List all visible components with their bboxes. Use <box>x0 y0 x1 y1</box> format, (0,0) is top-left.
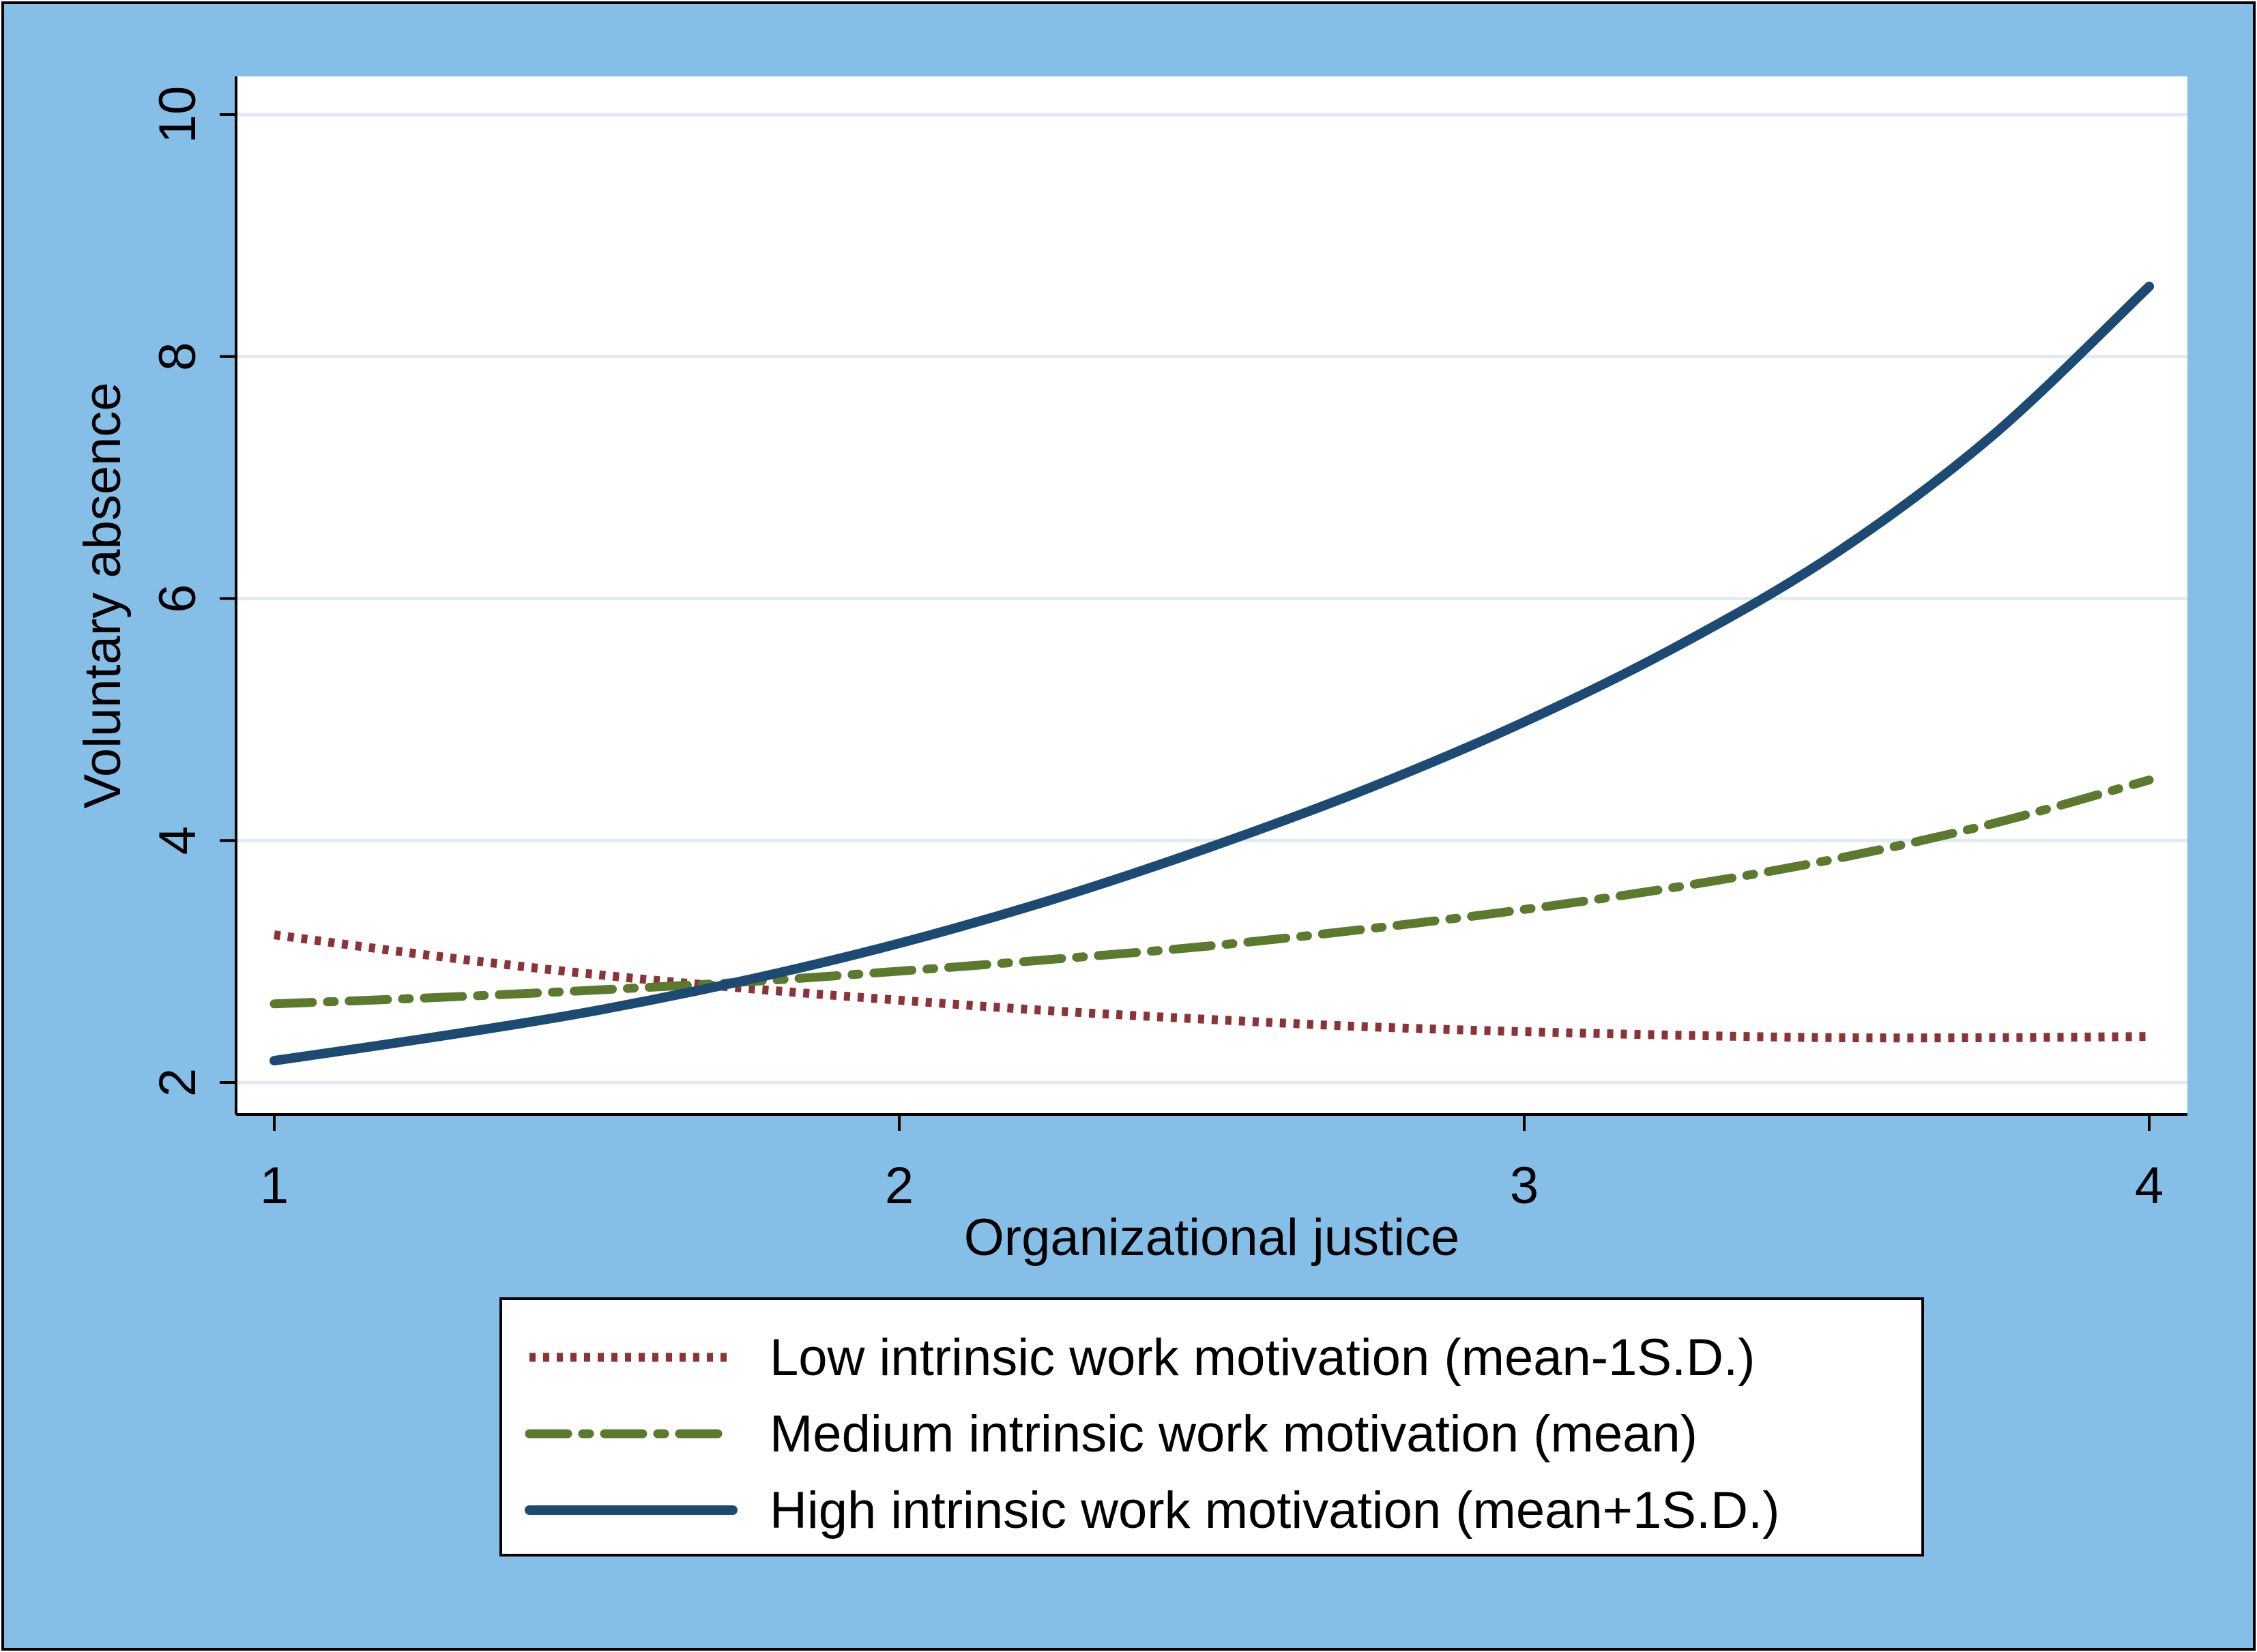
legend-label-3: High intrinsic work motivation (mean+1S.… <box>770 1481 1779 1539</box>
legend-box <box>499 1297 1924 1557</box>
axes <box>235 76 2187 1116</box>
x-tick-label: 3 <box>1510 1157 1539 1215</box>
y-tick-label: 8 <box>149 342 207 371</box>
plot-area <box>236 76 2187 1115</box>
x-tick-label: 1 <box>260 1157 289 1215</box>
y-axis-label: Voluntary absence <box>74 382 132 808</box>
series-line-1 <box>274 930 2150 1043</box>
y-ticks: 2 4 6 8 10 <box>149 86 236 1097</box>
y-tick-label: 6 <box>149 584 207 613</box>
y-tick-label: 2 <box>149 1068 207 1097</box>
y-tick-label: 10 <box>149 86 207 144</box>
series-lines <box>270 281 2154 1066</box>
series-line-2 <box>270 776 2154 1009</box>
grid-lines <box>236 113 2187 1085</box>
x-tick-label: 4 <box>2135 1157 2164 1215</box>
legend-label-1: Low intrinsic work motivation (mean-1S.D… <box>770 1329 1755 1387</box>
series-line-3 <box>270 281 2154 1066</box>
legend-label-2: Medium intrinsic work motivation (mean) <box>770 1405 1698 1463</box>
y-tick-label: 4 <box>149 826 207 855</box>
x-tick-label: 2 <box>885 1157 914 1215</box>
x-axis-label: Organizational justice <box>964 1209 1460 1267</box>
legend: Low intrinsic work motivation (mean-1S.D… <box>499 1297 1924 1557</box>
x-ticks: 1 2 3 4 <box>260 1115 2164 1215</box>
